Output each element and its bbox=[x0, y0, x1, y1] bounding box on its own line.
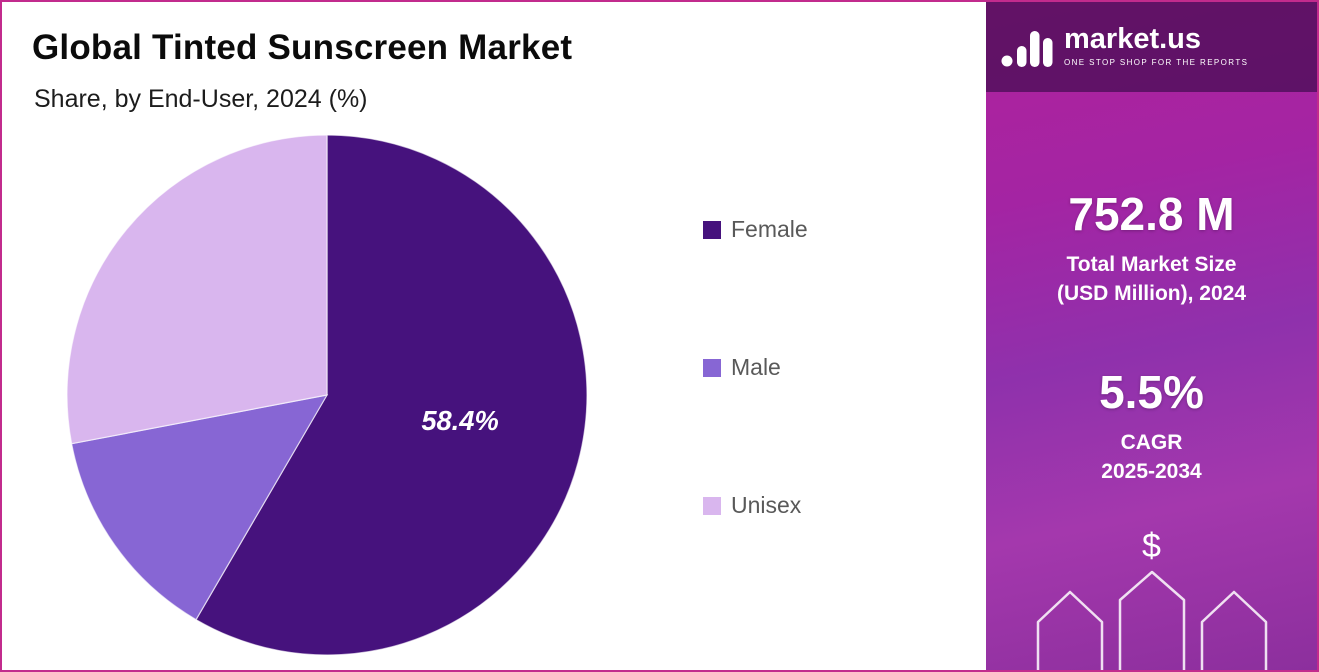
brand-tagline: ONE STOP SHOP FOR THE REPORTS bbox=[1064, 58, 1249, 67]
pie-slice-female bbox=[195, 134, 588, 656]
pie-slice-unisex bbox=[66, 134, 328, 445]
market-size-value: 752.8 M bbox=[1068, 188, 1235, 240]
brand-name: market.us bbox=[1064, 23, 1202, 55]
info-panel: market.us ONE STOP SHOP FOR THE REPORTS … bbox=[986, 2, 1317, 670]
legend-swatch-female bbox=[703, 220, 721, 239]
legend-swatch-male bbox=[703, 358, 721, 377]
market-us-logo-icon bbox=[1001, 31, 1053, 67]
cagr-years: 2025-2034 bbox=[1101, 459, 1202, 483]
pie-slice-male bbox=[70, 394, 329, 621]
legend-label: Male bbox=[731, 354, 781, 380]
chart-title: Global Tinted Sunscreen Market bbox=[32, 28, 573, 67]
pie-chart: 58.4% bbox=[66, 134, 588, 656]
legend-label: Unisex bbox=[731, 492, 802, 518]
legend: Female Male Unisex bbox=[703, 216, 808, 519]
cagr-label: CAGR bbox=[1120, 431, 1183, 454]
legend-swatch-unisex bbox=[703, 496, 721, 515]
market-size-label-line1: Total Market Size bbox=[1066, 253, 1237, 276]
brand-bar: market.us ONE STOP SHOP FOR THE REPORTS bbox=[986, 2, 1317, 92]
legend-item-unisex: Unisex bbox=[703, 492, 808, 519]
cagr-value: 5.5% bbox=[1099, 366, 1204, 418]
market-size-label-line2: (USD Million), 2024 bbox=[1056, 281, 1247, 305]
legend-item-male: Male bbox=[703, 354, 808, 381]
legend-item-female: Female bbox=[703, 216, 808, 243]
brand-text: market.us ONE STOP SHOP FOR THE REPORTS bbox=[1064, 23, 1249, 68]
legend-label: Female bbox=[731, 216, 808, 242]
market-size-stat: 752.8 M Total Market Size (USD Million),… bbox=[986, 187, 1317, 309]
growth-arrows-icon bbox=[1036, 570, 1267, 670]
pie-data-label: 58.4% bbox=[421, 405, 498, 436]
cagr-stat: 5.5% CAGR 2025-2034 bbox=[986, 365, 1317, 487]
chart-subtitle: Share, by End-User, 2024 (%) bbox=[34, 85, 368, 113]
dollar-icon: $ bbox=[1142, 527, 1161, 565]
